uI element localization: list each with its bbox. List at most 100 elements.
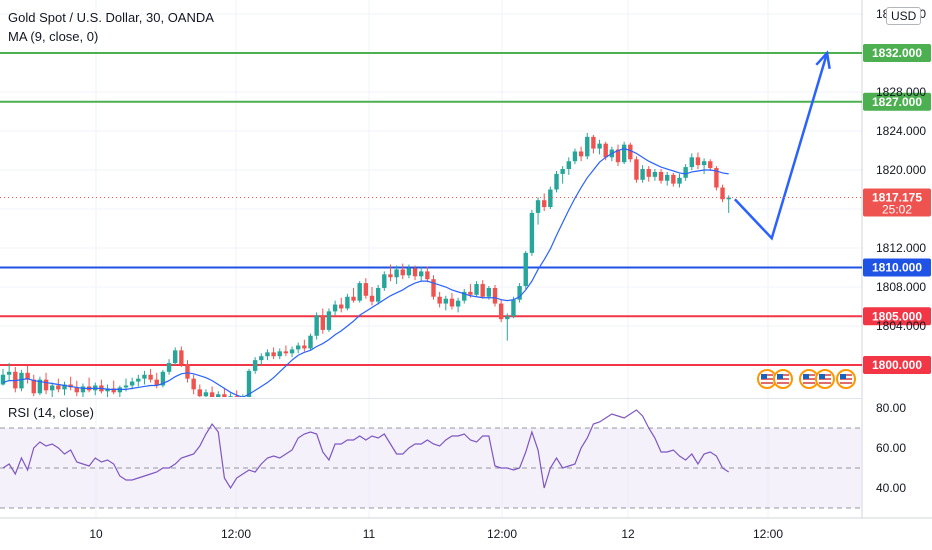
candle-body xyxy=(628,144,633,160)
level-label: 1827.000 xyxy=(872,95,922,109)
time-label: 12:00 xyxy=(487,527,517,541)
candle-body xyxy=(689,157,694,168)
candle-body xyxy=(296,345,301,350)
candle-body xyxy=(234,396,239,397)
candle-body xyxy=(259,356,264,361)
candle-body xyxy=(603,143,608,158)
candle-body xyxy=(714,168,719,188)
candle-body xyxy=(332,304,338,312)
level-label-bg xyxy=(863,44,931,62)
candle-body xyxy=(492,287,498,304)
candle-body xyxy=(462,291,467,301)
candle-body xyxy=(129,381,135,386)
level-label: 1832.000 xyxy=(872,46,922,60)
candle-body xyxy=(708,161,713,169)
candle-body xyxy=(123,385,129,388)
candle-body xyxy=(179,350,184,365)
time-label: 12:00 xyxy=(753,527,783,541)
candle-body xyxy=(406,268,412,276)
candle-body xyxy=(511,299,516,317)
currency-button[interactable]: USD xyxy=(886,7,922,25)
candle-body xyxy=(271,352,276,357)
candles xyxy=(0,132,731,397)
candle-body xyxy=(37,379,43,394)
candle-body xyxy=(658,171,664,181)
level-label: 1805.000 xyxy=(872,309,922,323)
last-price-label-bg xyxy=(863,188,931,217)
candle-body xyxy=(400,269,405,276)
candle-body xyxy=(554,173,559,190)
candle-body xyxy=(566,161,571,170)
candle-body xyxy=(173,350,178,364)
time-axis[interactable]: 10 12:00 11 12:00 12 12:00 xyxy=(89,527,783,541)
candle-body xyxy=(148,374,153,380)
time-label: 12:00 xyxy=(221,527,251,541)
candle-body xyxy=(339,304,344,309)
level-lines[interactable]: 1832.000 1827.000 1810.000 1805.000 1800.000 xyxy=(0,44,931,374)
candle-body xyxy=(252,360,258,371)
price-tick: 1804.000 xyxy=(876,319,926,333)
candle-body xyxy=(431,279,436,297)
candle-body xyxy=(302,345,307,349)
level-label: 1800.000 xyxy=(872,358,922,372)
candle-body xyxy=(695,157,701,166)
candle-body xyxy=(326,311,332,330)
candle-body xyxy=(419,271,424,277)
us-flag-icon xyxy=(773,369,793,389)
projection-arrow-head xyxy=(815,50,831,69)
pane-separator[interactable] xyxy=(0,398,862,399)
candle-body xyxy=(265,352,270,357)
candle-body xyxy=(517,286,522,300)
candle-body xyxy=(43,379,49,391)
candle-body xyxy=(191,378,196,390)
candle-body xyxy=(412,268,418,277)
level-label-bg xyxy=(863,92,931,111)
countdown-label: 25:02 xyxy=(882,203,912,217)
candle-body xyxy=(197,389,202,397)
candle-body xyxy=(314,315,319,336)
candle-body xyxy=(597,143,602,149)
candle-body xyxy=(185,364,190,379)
flag-canton xyxy=(761,374,767,379)
candle-body xyxy=(646,169,651,177)
projection-arrow[interactable] xyxy=(733,52,829,241)
candle-body xyxy=(283,351,289,354)
candle-body xyxy=(222,394,227,397)
candle-body xyxy=(560,169,565,174)
rsi-band-fill xyxy=(0,428,862,508)
level-label-bg xyxy=(863,356,931,374)
candle-body xyxy=(665,174,670,181)
candle-body xyxy=(455,300,461,307)
chart-title: Gold Spot / U.S. Dollar, 30, OANDA xyxy=(8,10,214,25)
level-label-bg xyxy=(863,307,931,326)
candle-body xyxy=(19,372,24,389)
us-flag-icon xyxy=(815,369,835,389)
flag-canton xyxy=(819,374,825,379)
rsi-line xyxy=(2,409,730,490)
price-tick: 1812.000 xyxy=(876,241,926,255)
level-label-bg xyxy=(863,258,931,277)
candle-body xyxy=(154,379,159,386)
candle-body xyxy=(6,371,12,375)
candle-body xyxy=(701,161,707,166)
candle-body xyxy=(111,388,116,393)
rsi-tick: 60.00 xyxy=(876,441,906,455)
candle-body xyxy=(0,374,6,385)
candle-body xyxy=(548,189,553,208)
candle-body xyxy=(591,136,596,149)
event-markers[interactable] xyxy=(757,369,856,389)
ma-line xyxy=(2,147,729,397)
candle-body xyxy=(726,197,731,200)
candle-body xyxy=(480,284,485,297)
candle-body xyxy=(683,167,688,178)
candle-body xyxy=(351,296,356,301)
candle-body xyxy=(80,386,86,393)
us-flag-icon xyxy=(836,369,856,389)
candle-body xyxy=(634,159,639,180)
candle-body xyxy=(320,315,325,330)
candle-body xyxy=(468,291,473,295)
candle-body xyxy=(443,298,448,304)
candle-body xyxy=(388,274,393,278)
flag-canton xyxy=(840,374,846,379)
